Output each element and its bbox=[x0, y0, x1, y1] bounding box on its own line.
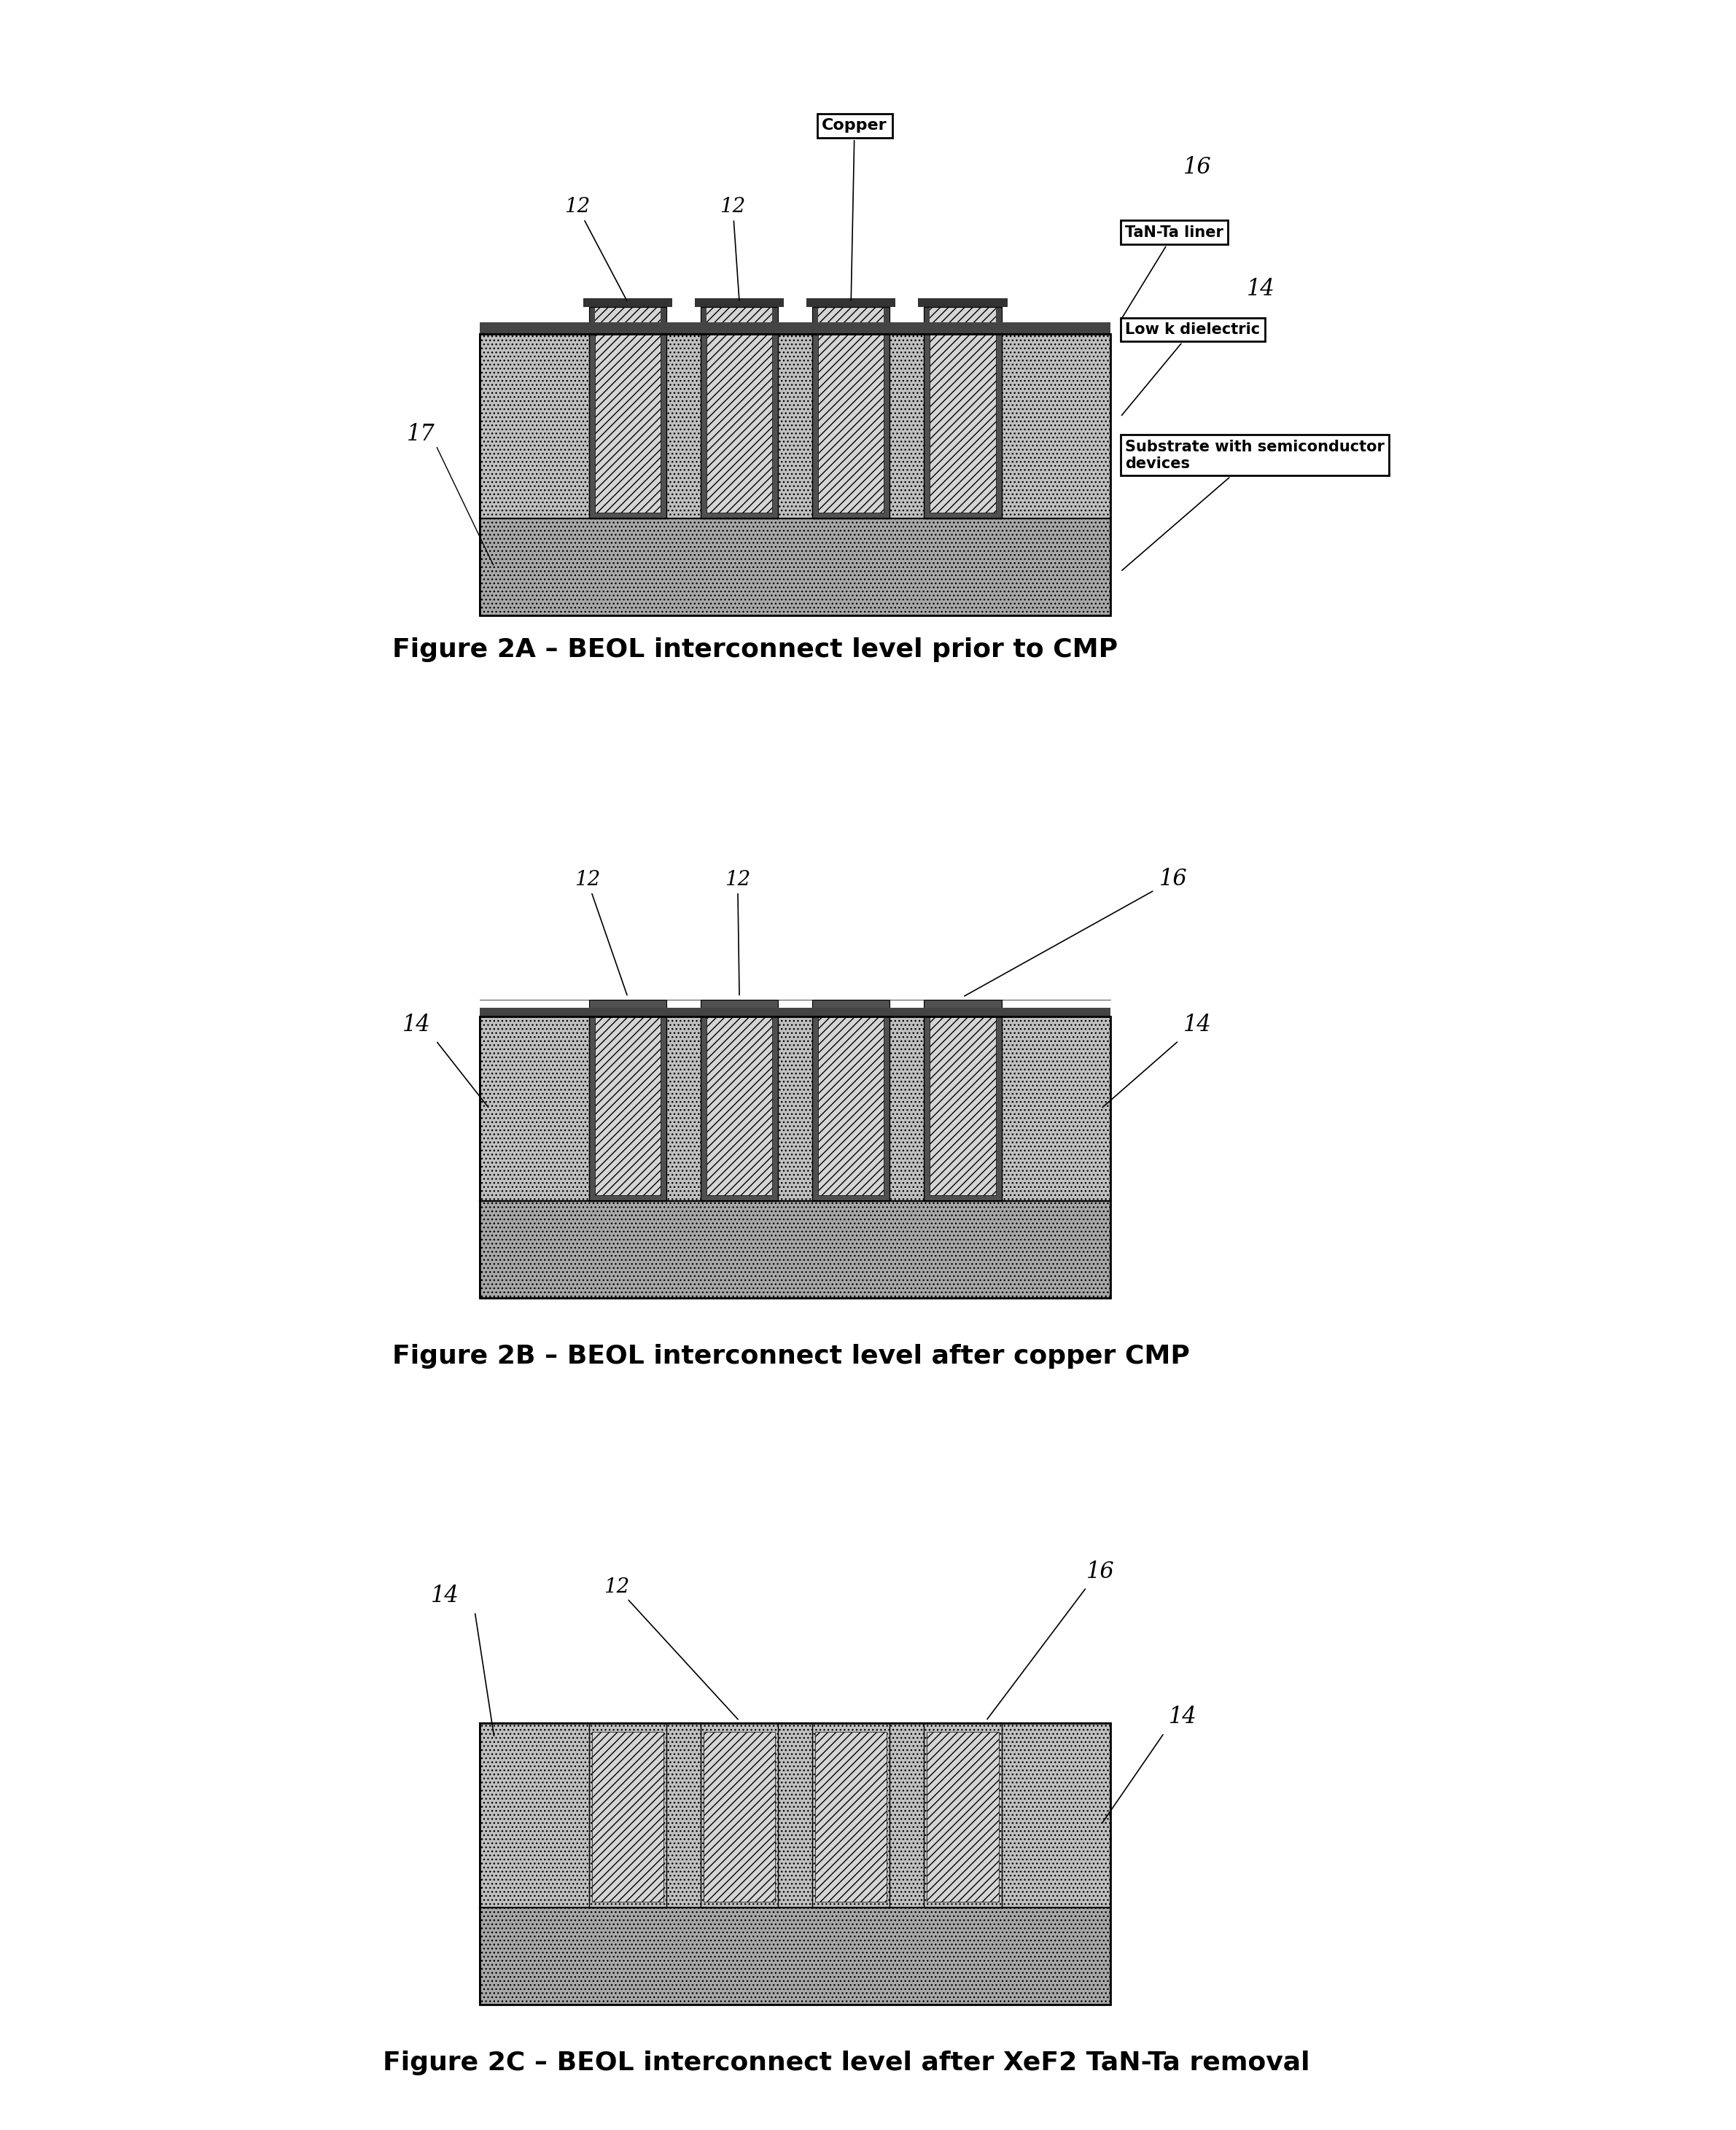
Text: 14: 14 bbox=[403, 1014, 431, 1035]
Text: 12: 12 bbox=[720, 198, 746, 300]
Bar bbox=[701, 999, 778, 1016]
Bar bbox=[479, 1201, 1111, 1297]
Bar bbox=[812, 307, 891, 334]
Bar bbox=[479, 1016, 1111, 1201]
Bar bbox=[930, 1016, 996, 1195]
Bar bbox=[773, 307, 778, 334]
Text: 17: 17 bbox=[406, 424, 436, 445]
Text: 14: 14 bbox=[431, 1585, 460, 1606]
Text: 14: 14 bbox=[1246, 277, 1274, 300]
Bar bbox=[589, 307, 667, 334]
Text: 16: 16 bbox=[1160, 867, 1187, 890]
Bar bbox=[924, 307, 1002, 334]
Bar bbox=[479, 1723, 1111, 2004]
Bar bbox=[924, 1016, 1002, 1201]
Bar bbox=[479, 1016, 1111, 1297]
Bar bbox=[701, 307, 707, 334]
Bar bbox=[479, 518, 1111, 616]
Text: 12: 12 bbox=[726, 869, 750, 995]
Bar bbox=[816, 1732, 887, 1902]
Bar bbox=[701, 1723, 778, 1908]
Bar bbox=[694, 298, 785, 307]
Bar bbox=[930, 334, 996, 513]
Bar bbox=[479, 1908, 1111, 2004]
Bar bbox=[812, 307, 891, 334]
Bar bbox=[589, 307, 667, 334]
Bar bbox=[812, 999, 891, 1016]
Text: 12: 12 bbox=[564, 198, 627, 300]
Bar bbox=[589, 999, 667, 1016]
Bar bbox=[818, 1016, 884, 1195]
Text: TaN-Ta liner: TaN-Ta liner bbox=[1121, 226, 1224, 319]
Bar bbox=[812, 307, 818, 334]
Bar bbox=[479, 1007, 1111, 1016]
Bar bbox=[479, 334, 1111, 616]
Bar bbox=[701, 307, 778, 334]
Bar bbox=[595, 1016, 661, 1195]
Bar bbox=[924, 999, 1002, 1016]
Bar bbox=[924, 307, 1002, 334]
Bar bbox=[479, 1723, 1111, 1908]
Text: 12: 12 bbox=[575, 869, 627, 995]
Bar bbox=[812, 1016, 891, 1201]
Bar bbox=[701, 1016, 778, 1201]
Text: Figure 2B – BEOL interconnect level after copper CMP: Figure 2B – BEOL interconnect level afte… bbox=[392, 1344, 1189, 1370]
Bar bbox=[924, 334, 1002, 518]
Bar bbox=[707, 334, 773, 513]
Bar bbox=[918, 298, 1007, 307]
Bar bbox=[924, 1723, 1002, 1908]
Bar bbox=[595, 334, 661, 513]
Bar bbox=[589, 1723, 667, 1908]
Bar bbox=[479, 322, 1111, 334]
Bar bbox=[812, 1723, 891, 1908]
Bar bbox=[589, 1016, 667, 1201]
Bar bbox=[707, 1016, 773, 1195]
Text: 14: 14 bbox=[1184, 1014, 1212, 1035]
Bar bbox=[818, 334, 884, 513]
Bar bbox=[924, 307, 930, 334]
Bar bbox=[996, 307, 1002, 334]
Bar bbox=[589, 334, 667, 518]
Bar bbox=[701, 334, 778, 518]
Bar bbox=[592, 1732, 663, 1902]
Bar bbox=[927, 1732, 998, 1902]
Bar bbox=[806, 298, 896, 307]
Bar bbox=[812, 334, 891, 518]
Bar bbox=[479, 334, 1111, 518]
Bar bbox=[583, 298, 672, 307]
Text: Figure 2A – BEOL interconnect level prior to CMP: Figure 2A – BEOL interconnect level prio… bbox=[392, 637, 1118, 662]
Text: 12: 12 bbox=[604, 1576, 738, 1719]
Text: 14: 14 bbox=[1168, 1706, 1198, 1727]
Text: Copper: Copper bbox=[821, 119, 887, 300]
Bar bbox=[589, 307, 595, 334]
Bar bbox=[701, 307, 778, 334]
Text: 16: 16 bbox=[1087, 1559, 1115, 1583]
Text: Substrate with semiconductor
devices: Substrate with semiconductor devices bbox=[1121, 439, 1385, 571]
Text: Figure 2C – BEOL interconnect level after XeF2 TaN-Ta removal: Figure 2C – BEOL interconnect level afte… bbox=[382, 2051, 1309, 2075]
Bar bbox=[703, 1732, 776, 1902]
Text: Low k dielectric: Low k dielectric bbox=[1121, 322, 1260, 415]
Text: 16: 16 bbox=[1184, 155, 1212, 179]
Bar bbox=[884, 307, 891, 334]
Bar bbox=[661, 307, 667, 334]
